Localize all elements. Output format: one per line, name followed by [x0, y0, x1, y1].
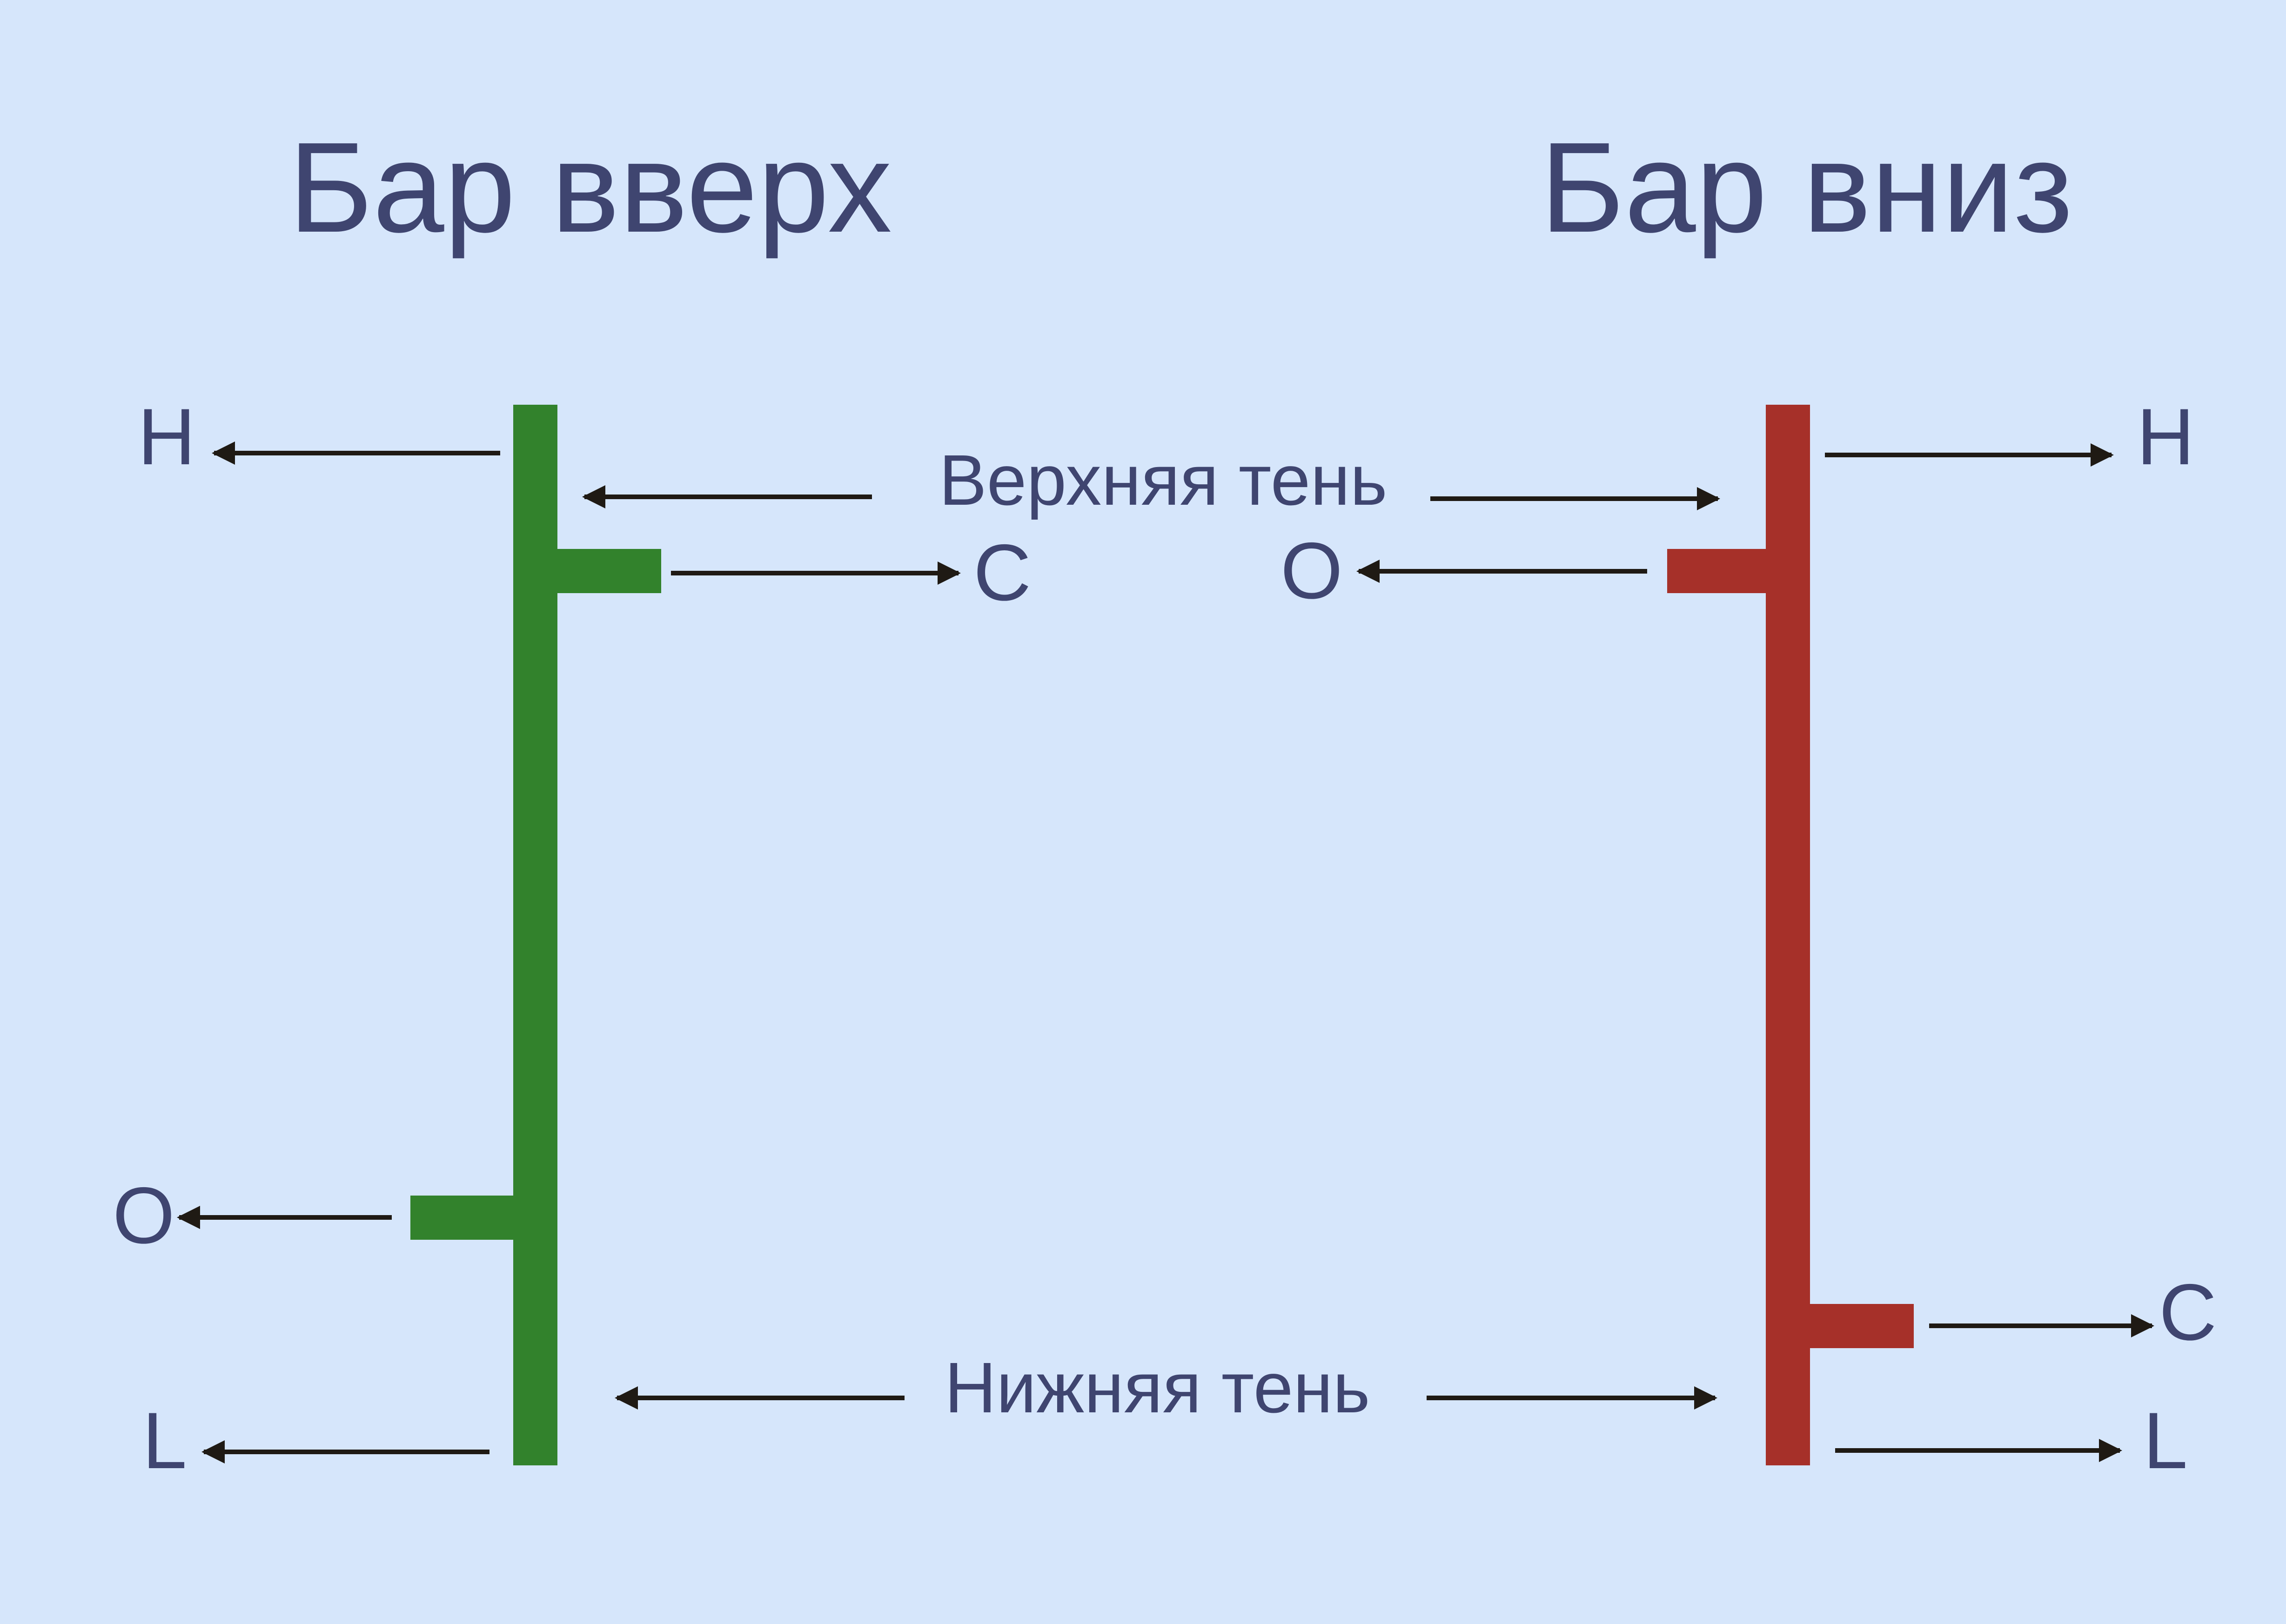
upper-shadow-label: Верхняя тень — [939, 440, 1388, 520]
bar-down-close-label: C — [2159, 1268, 2217, 1357]
bar-down-open-tick — [1667, 549, 1766, 593]
bar-up-close-tick — [557, 549, 661, 593]
bar-up-high-label: H — [138, 392, 195, 481]
bar-down-range — [1766, 405, 1810, 1465]
bar-up-range — [513, 405, 557, 1465]
bar-down-high-label: H — [2137, 392, 2194, 481]
bar-up-title: Бар вверх — [288, 116, 892, 260]
bar-down — [1667, 405, 1914, 1465]
bar-up-close-label: C — [973, 528, 1031, 617]
bar-down-close-tick — [1810, 1304, 1914, 1348]
bar-down-title: Бар вниз — [1540, 116, 2073, 260]
bar-down-low-label: L — [2143, 1396, 2188, 1485]
bar-up-low-label: L — [142, 1396, 187, 1485]
bar-down-open-label: O — [1280, 526, 1343, 615]
bar-up — [410, 405, 661, 1465]
bar-up-open-tick — [410, 1196, 513, 1240]
bar-up-open-label: O — [113, 1171, 175, 1260]
lower-shadow-label: Нижняя тень — [945, 1348, 1370, 1428]
